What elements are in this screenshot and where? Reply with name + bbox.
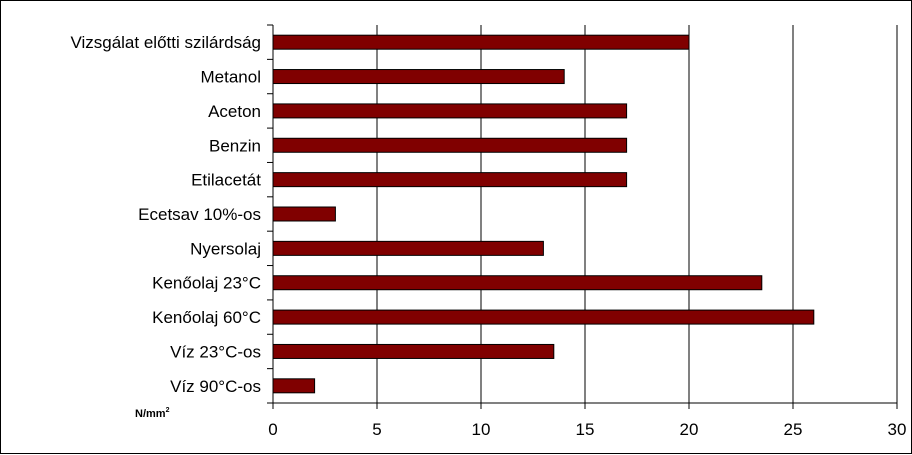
bar: [272, 206, 336, 222]
bars: [272, 34, 815, 394]
bar: [272, 137, 628, 153]
unit-label-superscript: 2: [166, 407, 170, 414]
category-label: Metanol: [201, 68, 261, 87]
x-tick-label: 20: [680, 420, 699, 439]
category-label: Benzin: [209, 136, 261, 155]
category-label: Ecetsav 10%-os: [138, 205, 261, 224]
bar: [272, 309, 815, 325]
x-tick-label: 25: [784, 420, 803, 439]
x-tick-label: 30: [888, 420, 907, 439]
x-tick-label: 10: [472, 420, 491, 439]
unit-label: N/mm2: [135, 407, 170, 420]
bar: [272, 378, 316, 394]
category-label: Aceton: [208, 102, 261, 121]
unit-label-text: N/mm: [135, 408, 166, 420]
category-label: Víz 23°C-os: [170, 342, 261, 361]
bar: [272, 275, 763, 291]
category-label: Nyersolaj: [190, 239, 261, 258]
bar: [272, 172, 628, 188]
category-label: Vizsgálat előtti szilárdság: [70, 33, 261, 52]
category-label: Víz 90°C-os: [170, 377, 261, 396]
bar: [272, 240, 544, 256]
category-label: Kenőolaj 60°C: [152, 308, 261, 327]
x-tick-label: 5: [372, 420, 381, 439]
x-tick-label: 0: [268, 420, 277, 439]
bar: [272, 343, 555, 359]
x-tick-label: 15: [576, 420, 595, 439]
category-label: Kenőolaj 23°C: [152, 274, 261, 293]
bar: [272, 103, 628, 119]
bar: [272, 69, 565, 85]
axes: [267, 24, 898, 409]
gridlines: [376, 25, 898, 403]
bar: [272, 34, 690, 50]
category-label: Etilacetát: [191, 171, 261, 190]
labels: 0 5 10 15 20 25 30 Vizsgálat előtti szilárdság M…: [70, 33, 906, 439]
